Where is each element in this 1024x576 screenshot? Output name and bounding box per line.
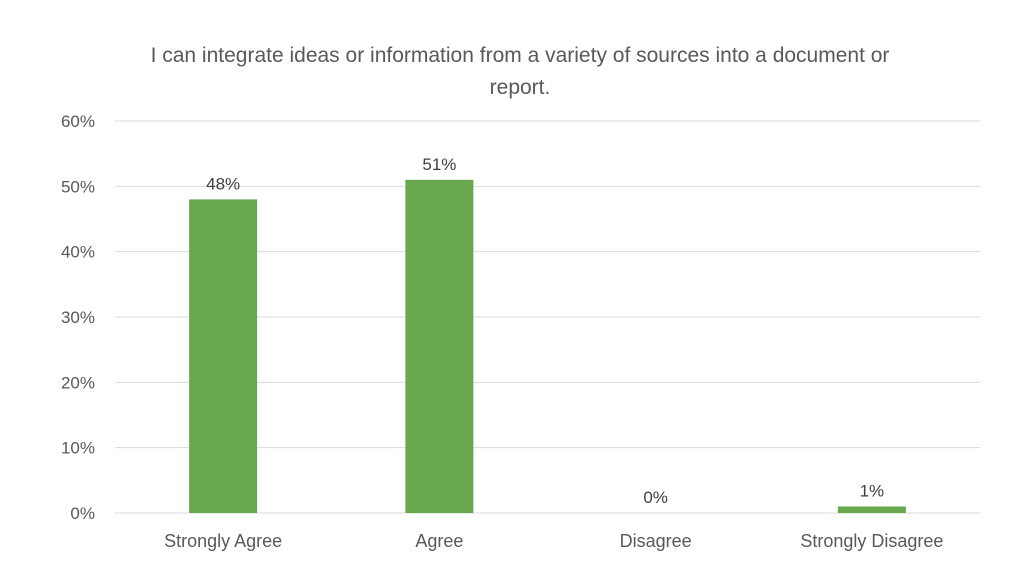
y-axis-ticks: 0% 10% 20% 30% 40% 50% 60% xyxy=(61,112,95,523)
y-tick-label: 40% xyxy=(61,243,95,262)
y-tick-label: 10% xyxy=(61,439,95,458)
chart-title: I can integrate ideas or information fro… xyxy=(150,44,890,99)
x-category-label: Strongly Agree xyxy=(164,531,282,551)
x-category-label: Disagree xyxy=(620,531,692,551)
y-tick-label: 20% xyxy=(61,373,95,392)
y-tick-label: 30% xyxy=(61,308,95,327)
bar-agree xyxy=(405,179,474,514)
bar-strongly-disagree xyxy=(837,506,906,513)
bars xyxy=(189,179,906,514)
y-tick-label: 60% xyxy=(61,112,95,131)
bar-strongly-agree xyxy=(189,199,258,513)
data-label: 51% xyxy=(422,155,456,174)
y-tick-label: 0% xyxy=(70,504,95,523)
y-tick-label: 50% xyxy=(61,177,95,196)
data-labels: 48% 51% 0% 1% xyxy=(206,155,884,507)
x-category-label: Agree xyxy=(415,531,463,551)
x-axis-categories: Strongly Agree Agree Disagree Strongly Disa… xyxy=(164,531,943,551)
gridlines xyxy=(115,120,980,514)
x-category-label: Strongly Disagree xyxy=(800,531,943,551)
data-label: 1% xyxy=(860,481,885,500)
data-label: 0% xyxy=(643,488,668,507)
data-label: 48% xyxy=(206,174,240,193)
